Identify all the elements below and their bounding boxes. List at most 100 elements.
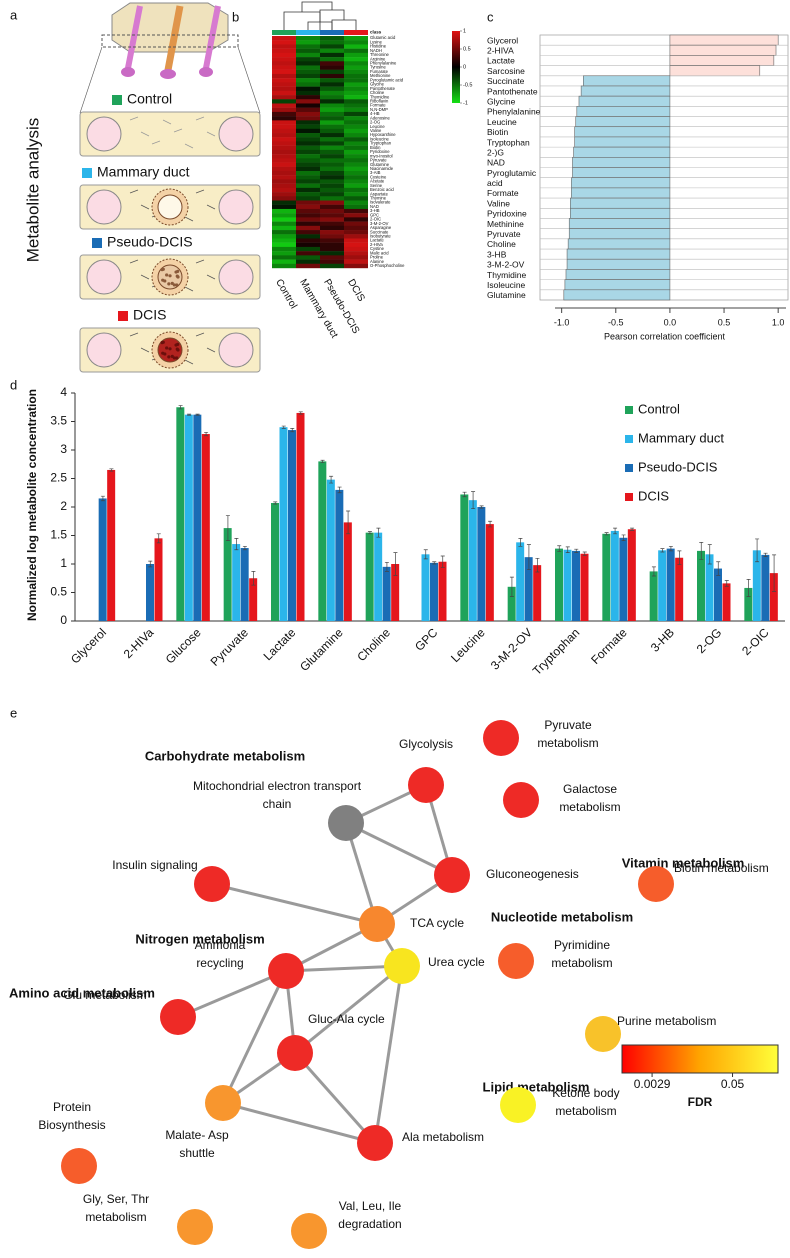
error-bar xyxy=(716,561,721,576)
bar xyxy=(563,549,572,621)
error-bar xyxy=(195,413,200,416)
heat-cell xyxy=(296,61,320,66)
heat-cell xyxy=(272,263,296,269)
bar xyxy=(602,533,611,621)
fiber xyxy=(162,119,172,125)
colorbar-tick-label: 0 xyxy=(463,64,466,70)
heat-cell xyxy=(320,40,344,45)
heat-cell xyxy=(296,73,320,79)
fiber xyxy=(195,259,205,264)
cell xyxy=(174,343,178,347)
error-bar xyxy=(651,566,656,577)
x-tick-label: Glycerol xyxy=(68,625,109,666)
row-label: Threonine xyxy=(370,52,390,57)
y-tick-label: Isoleucine xyxy=(487,280,526,290)
y-tick-label: Sarcosine xyxy=(487,66,525,76)
heat-cell xyxy=(320,48,344,54)
heat-cell xyxy=(344,175,368,180)
error-bar xyxy=(518,538,523,547)
row-label: Tyrosine xyxy=(370,65,386,70)
heat-cell xyxy=(296,111,320,117)
heat-cell xyxy=(272,242,296,248)
y-tick-label: 2-)G xyxy=(487,147,504,157)
row-label: 3-AIB xyxy=(370,170,381,175)
heat-cell xyxy=(272,128,296,134)
heat-cell xyxy=(344,217,368,222)
heat-cell xyxy=(272,196,296,201)
error-bar xyxy=(384,561,389,572)
heat-cell xyxy=(272,204,296,210)
error-bar xyxy=(699,541,704,560)
heat-cell xyxy=(344,154,368,159)
heat-cell xyxy=(296,242,320,248)
fiber xyxy=(195,189,205,194)
bar xyxy=(374,532,383,621)
bar xyxy=(578,95,671,107)
y-tick-label: 1.5 xyxy=(50,528,67,542)
heat-cell xyxy=(320,192,344,197)
bar xyxy=(566,258,671,270)
group-heading: Nucleotide metabolism xyxy=(491,909,633,924)
bar xyxy=(533,565,542,621)
cell xyxy=(168,274,172,278)
row-label: N,N-DMP xyxy=(370,107,388,112)
node xyxy=(585,1016,621,1052)
node-label: Mitochondrial electron transport xyxy=(193,779,362,793)
heat-cell xyxy=(296,78,320,83)
heat-cell xyxy=(296,225,320,231)
cell xyxy=(165,346,169,350)
heat-cell xyxy=(296,137,320,142)
row-label: GPC xyxy=(370,212,379,217)
heat-cell xyxy=(320,90,344,96)
bar xyxy=(669,55,775,66)
error-bar xyxy=(298,411,303,415)
x-tick-label: -1.0 xyxy=(554,317,570,327)
heat-cell xyxy=(320,52,344,58)
heat-cell xyxy=(344,208,368,214)
y-tick-label: 3-HB xyxy=(487,249,507,259)
bar xyxy=(669,44,777,56)
heat-cell xyxy=(320,238,344,243)
heat-cell xyxy=(296,128,320,134)
row-label: Glutamine xyxy=(370,162,390,167)
heat-cell xyxy=(296,213,320,218)
fiber xyxy=(195,332,205,337)
node-label: Gluconeogenesis xyxy=(486,867,579,881)
y-tick-label: Leucine xyxy=(487,117,517,127)
heat-cell xyxy=(296,48,320,54)
row-label: Valine xyxy=(370,128,382,133)
heat-cell xyxy=(272,259,296,264)
bar xyxy=(627,529,636,621)
bar xyxy=(572,550,580,621)
legend-swatch xyxy=(92,238,102,248)
heat-cell xyxy=(272,213,296,218)
group-label: Mammary duct xyxy=(97,164,190,180)
fiber xyxy=(140,204,150,210)
fiber xyxy=(173,128,183,133)
heat-cell xyxy=(344,149,368,155)
node-label: Gluc-Ala cycle xyxy=(308,1012,385,1026)
bar xyxy=(232,544,241,621)
cell xyxy=(161,340,165,344)
heat-cell xyxy=(344,225,368,231)
y-tick-label: acid xyxy=(487,178,503,188)
bar xyxy=(343,522,352,621)
bar xyxy=(271,503,279,621)
error-bar xyxy=(290,427,295,433)
heat-cell xyxy=(320,158,344,163)
bar xyxy=(649,571,658,621)
fiber xyxy=(184,286,194,292)
group-label: Pseudo-DCIS xyxy=(107,234,193,250)
heat-cell xyxy=(296,263,320,269)
row-label: Alanine xyxy=(370,259,385,264)
y-tick-label: Glycine xyxy=(487,97,516,107)
heat-cell xyxy=(344,40,368,45)
heat-cell xyxy=(272,69,296,75)
edge xyxy=(373,965,404,1144)
bar xyxy=(468,500,477,621)
row-label: Serine xyxy=(370,183,383,188)
x-tick-label: Formate xyxy=(588,625,630,667)
heat-cell xyxy=(320,116,344,121)
bar xyxy=(610,530,619,621)
heat-cell xyxy=(320,133,344,138)
